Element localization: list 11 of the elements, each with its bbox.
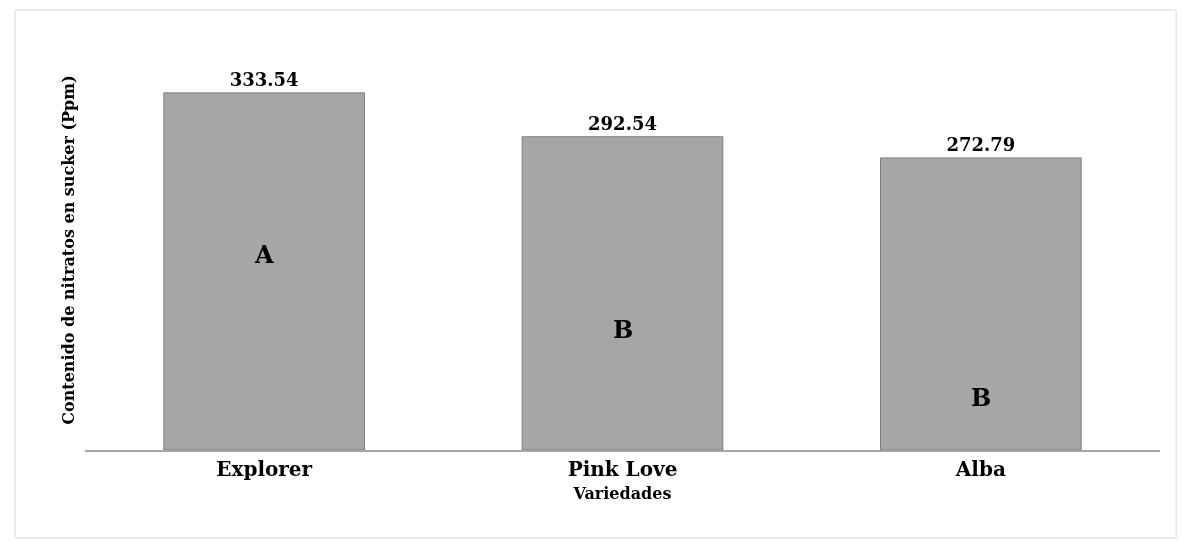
annotation: B bbox=[613, 315, 634, 344]
x-axis-title: Variedades bbox=[572, 484, 672, 504]
data-label: 272.79 bbox=[946, 133, 1016, 155]
data-label: 292.54 bbox=[588, 112, 657, 134]
y-axis-title: Contenido de nitratos en sucker (Ppm) bbox=[58, 75, 78, 425]
x-tick-label: Explorer bbox=[216, 457, 313, 481]
x-tick-label: Pink Love bbox=[567, 457, 678, 481]
annotation: A bbox=[254, 240, 274, 269]
x-tick-label: Alba bbox=[954, 457, 1006, 481]
annotation: B bbox=[971, 383, 992, 412]
data-label: 333.54 bbox=[229, 68, 299, 90]
